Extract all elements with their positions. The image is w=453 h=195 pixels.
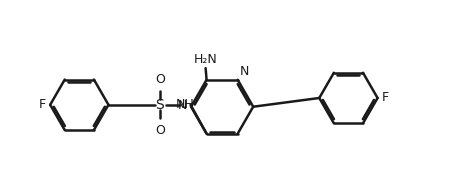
Text: O: O bbox=[155, 124, 165, 137]
Text: H₂N: H₂N bbox=[194, 53, 217, 66]
Text: N: N bbox=[240, 65, 249, 78]
Text: F: F bbox=[381, 91, 389, 105]
Text: O: O bbox=[155, 73, 165, 86]
Text: F: F bbox=[39, 98, 46, 111]
Text: N: N bbox=[178, 99, 187, 112]
Text: NH: NH bbox=[176, 98, 195, 111]
Text: S: S bbox=[155, 98, 164, 112]
